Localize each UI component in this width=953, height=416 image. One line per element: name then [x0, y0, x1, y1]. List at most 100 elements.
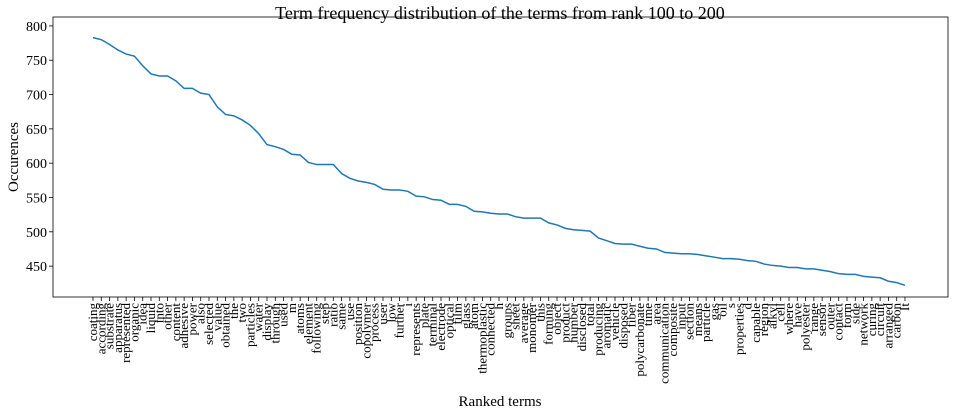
x-tick-label: average — [516, 303, 531, 344]
x-tick-label: obtained — [218, 303, 233, 348]
x-tick-label: into — [151, 303, 166, 323]
x-tick-label: atom — [466, 303, 481, 329]
x-tick-label: curing — [864, 303, 879, 337]
x-tick-label: represents — [408, 303, 423, 356]
x-tick-label: optical — [441, 303, 456, 339]
x-tick-label: water — [251, 302, 266, 332]
x-tick-label: forming — [541, 303, 556, 345]
y-tick-label: 450 — [26, 260, 47, 275]
y-axis-label: Occurences — [6, 122, 22, 192]
x-tick-label: range — [806, 303, 821, 332]
y-tick-label: 550 — [26, 191, 47, 206]
x-tick-label: producing — [590, 303, 605, 356]
x-tick-label: i — [400, 303, 415, 307]
x-tick-label: arranged — [880, 303, 895, 349]
x-tick-label: atoms — [292, 303, 307, 334]
x-tick-label: value — [209, 303, 224, 331]
x-tick-label: this — [532, 303, 547, 322]
y-tick-label: 800 — [26, 20, 47, 35]
x-tick-label: section — [682, 303, 697, 340]
x-tick-label: monomer — [524, 302, 539, 352]
x-tick-label: area — [648, 303, 663, 325]
x-tick-label: object — [549, 303, 564, 335]
x-tick-label: power — [184, 302, 199, 335]
x-tick-label: m — [284, 303, 299, 313]
x-tick-label: composite — [665, 303, 680, 357]
x-tick-label: groups — [499, 303, 514, 338]
x-tick-label: organic — [126, 303, 141, 342]
x-tick-label: plate — [416, 303, 431, 328]
x-tick-label: ratio — [325, 303, 340, 327]
x-tick-label: capable — [748, 303, 763, 343]
x-tick-label: sheet — [508, 303, 523, 330]
x-tick-label: product — [557, 303, 572, 343]
x-tick-label: adhesive — [176, 303, 191, 349]
x-tick-label: process — [367, 303, 382, 342]
x-tick-label: alkyl — [764, 303, 779, 329]
plot-frame — [52, 16, 949, 298]
x-tick-label: particles — [242, 303, 257, 347]
x-tick-label: cell — [773, 303, 788, 322]
x-tick-label: contact — [831, 303, 846, 341]
x-tick-label: copolymer — [358, 302, 373, 358]
x-tick-label: means — [690, 303, 705, 336]
x-tick-label: side — [847, 303, 862, 324]
chart-title: Term frequency distribution of the terms… — [275, 3, 725, 23]
y-tick-label: 500 — [26, 226, 47, 241]
x-tick-label: input — [673, 303, 688, 330]
x-tick-label: polycarbonate — [632, 303, 647, 377]
x-axis-label: Ranked terms — [459, 394, 542, 410]
x-tick-label: region — [756, 303, 771, 337]
x-tick-label: step — [317, 303, 332, 324]
y-tick-label: 600 — [26, 157, 47, 172]
x-tick-label: sensor — [814, 302, 829, 336]
y-tick-label: 700 — [26, 89, 47, 104]
x-tick-label: connected — [483, 303, 498, 356]
x-tick-label: polyester — [798, 302, 813, 350]
x-tick-label: s — [723, 303, 738, 308]
line — [92, 36, 906, 287]
x-tick-label: thermoplastic — [474, 303, 489, 374]
x-tick-label: according — [93, 303, 108, 355]
x-tick-label: element — [300, 303, 315, 345]
x-tick-label: It — [897, 303, 912, 311]
x-tick-label: coating — [85, 303, 100, 342]
x-tick-label: circuit — [872, 303, 887, 337]
x-tick-label: disclosed — [574, 303, 589, 352]
x-tick-label: communication — [657, 303, 672, 384]
x-tick-label: selected — [201, 303, 216, 345]
x-tick-label: outer — [822, 302, 837, 329]
x-tick-label: time — [640, 303, 655, 326]
x-tick-label: network — [856, 303, 871, 346]
x-tick-label: user — [375, 302, 390, 324]
x-tick-label: display — [259, 303, 274, 341]
x-tick-label: through — [267, 303, 282, 344]
x-tick-label: other — [160, 302, 175, 329]
x-tick-label: also — [193, 303, 208, 324]
x-tick-label: aromatic — [599, 303, 614, 349]
x-tick-label: particle — [698, 303, 713, 342]
x-tick-label: gas — [706, 303, 721, 320]
x-tick-label: idea — [135, 303, 150, 325]
x-tick-label: properties — [731, 303, 746, 355]
x-tick-label: content — [168, 303, 183, 342]
x-tick-label: h — [491, 303, 506, 310]
x-tick-label: two — [234, 303, 249, 323]
x-tick-label: position — [350, 303, 365, 345]
x-tick-label: substrate — [102, 303, 117, 349]
x-tick-label: total — [582, 303, 597, 326]
x-tick-label: glass — [458, 303, 473, 329]
x-tick-label: the — [226, 303, 241, 319]
x-tick-label: vehicle — [607, 303, 622, 341]
x-tick-label: form — [839, 303, 854, 328]
x-tick-label: use — [342, 303, 357, 321]
x-tick-label: apparatus — [110, 303, 125, 353]
x-tick-label: carbon — [889, 303, 904, 339]
x-tick-label: used — [276, 303, 291, 327]
x-tick-label: liquid — [143, 303, 158, 334]
x-tick-label: d — [740, 303, 755, 310]
x-tick-label: oil — [715, 303, 730, 317]
y-tick-label: 650 — [26, 123, 47, 138]
x-tick-label: have — [789, 303, 804, 328]
